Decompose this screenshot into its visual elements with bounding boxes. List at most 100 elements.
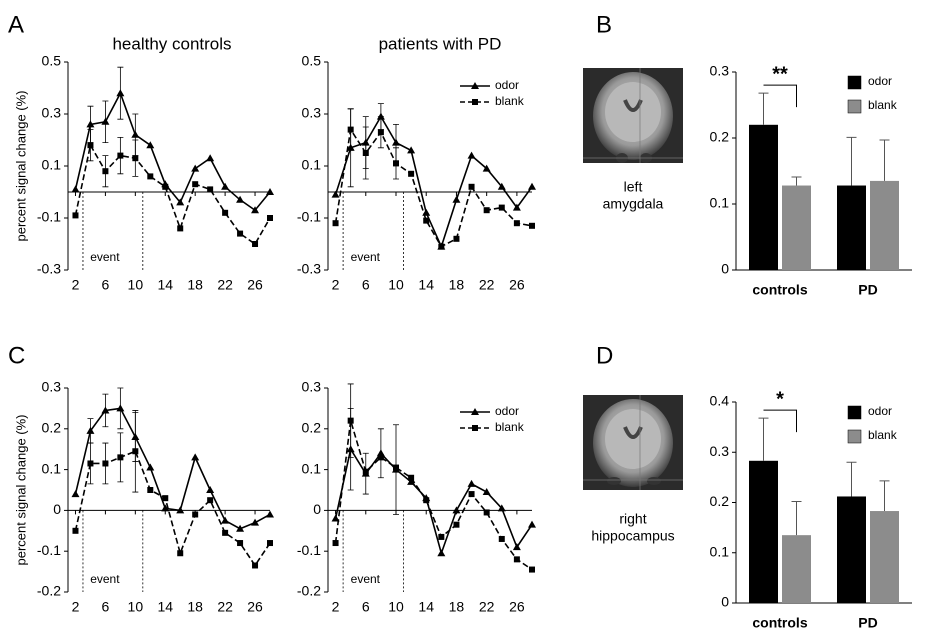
marker [116,404,124,411]
marker [102,168,108,174]
error-bar [847,462,857,496]
y-tick-label: 0.5 [42,53,62,69]
marker [514,220,520,226]
marker [192,511,198,517]
marker [72,528,78,534]
legend-label: odor [495,78,519,92]
image-label: hippocampus [591,528,674,544]
y-tick-label: 0 [53,501,61,517]
marker [116,89,124,96]
y-tick-label: -0.1 [297,542,321,558]
x-tick-label: 2 [332,599,340,615]
y-tick-label: 0.3 [710,63,730,79]
x-tick-label: 14 [157,599,173,615]
x-tick-label: PD [858,282,877,298]
marker [378,454,384,460]
marker [87,142,93,148]
y-tick-label: 0.1 [710,195,730,211]
marker [393,465,399,471]
series-line [75,145,270,244]
bar [749,461,778,603]
marker [499,205,505,211]
marker [206,154,214,161]
x-tick-label: 14 [418,599,434,615]
bar [782,186,811,270]
x-tick-label: controls [752,282,807,298]
x-tick-label: 18 [187,277,203,293]
marker [453,236,459,242]
marker [101,118,109,125]
marker [132,448,138,454]
marker [267,215,273,221]
legend-label: odor [868,74,892,88]
y-tick-label: -0.1 [37,209,61,225]
y-tick-label: -0.2 [37,583,61,599]
marker [177,550,183,556]
image-label: amygdala [603,196,664,212]
marker [71,185,79,192]
x-tick-label: 18 [187,599,203,615]
bar [782,535,811,603]
marker [221,183,229,190]
legend-marker [472,99,478,105]
marker [363,150,369,156]
y-tick-label: 0.3 [302,105,322,121]
x-tick-label: 26 [247,277,263,293]
marker [363,469,369,475]
y-tick-label: -0.3 [37,261,61,277]
marker [87,460,93,466]
marker [484,509,490,515]
significance-label: ** [772,63,788,85]
error-bar [759,93,769,125]
marker [484,207,490,213]
significance-bracket [764,410,797,432]
x-tick-label: 18 [449,599,465,615]
marker [267,540,273,546]
legend-marker [472,425,478,431]
marker [191,453,199,460]
bar [749,125,778,270]
marker [378,129,384,135]
x-tick-label: 2 [332,277,340,293]
event-label: event [351,250,381,264]
marker [221,517,229,524]
marker [468,480,476,487]
series-line [75,451,270,565]
y-tick-label: -0.3 [297,261,321,277]
y-tick-label: 0.5 [302,53,322,69]
marker [348,127,354,133]
marker [407,146,415,153]
x-tick-label: 10 [128,599,144,615]
y-tick-label: -0.1 [297,209,321,225]
marker [251,519,259,526]
marker [528,521,536,528]
marker [146,464,154,471]
event-label: event [90,250,120,264]
x-tick-label: 6 [362,277,370,293]
legend-swatch [848,76,861,89]
x-tick-label: 10 [388,599,404,615]
brain-image [583,68,683,163]
marker [131,131,139,138]
y-axis-label: percent signal change (%) [13,90,28,241]
marker [147,487,153,493]
legend-label: blank [495,420,525,434]
marker [452,196,460,203]
marker [191,165,199,172]
x-tick-label: controls [752,615,807,631]
marker [408,171,414,177]
bar [870,511,899,603]
event-label: event [90,572,120,586]
marker [177,225,183,231]
marker [252,562,258,568]
y-tick-label: -0.2 [297,583,321,599]
y-tick-label: 0.3 [42,105,62,121]
marker [438,244,444,250]
x-tick-label: 10 [388,277,404,293]
marker [72,212,78,218]
y-tick-label: 0.2 [42,420,62,436]
marker [146,141,154,148]
error-bar [880,140,890,181]
marker [237,231,243,237]
marker [499,536,505,542]
